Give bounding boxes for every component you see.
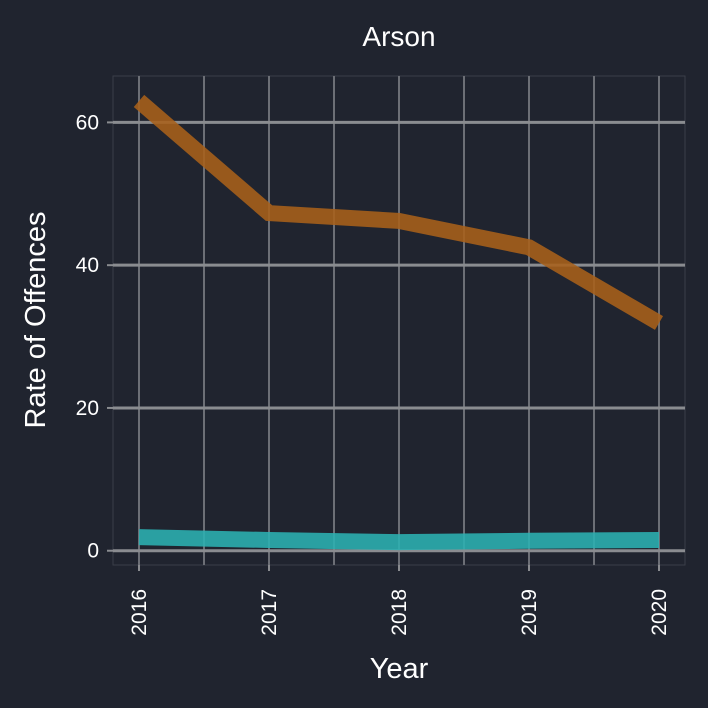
gridlines (113, 76, 685, 565)
y-axis-title: Rate of Offences (20, 211, 52, 428)
y-tick-label: 40 (76, 254, 99, 277)
x-axis-title: Year (370, 653, 429, 685)
x-axis-ticks: 2016 2017 2018 2019 2020 (128, 565, 671, 636)
y-axis-ticks: 0 20 40 60 (76, 111, 113, 563)
x-tick-label: 2020 (648, 589, 671, 636)
y-tick-label: 0 (87, 540, 99, 563)
x-tick-label: 2017 (258, 589, 281, 636)
series-line-2 (138, 529, 660, 551)
chart-title: Arson (362, 21, 435, 52)
series-layer (133, 94, 664, 551)
series-line-1 (133, 94, 664, 330)
y-tick-label: 20 (76, 397, 99, 420)
x-tick-label: 2019 (518, 589, 541, 636)
x-tick-label: 2016 (128, 589, 151, 636)
y-tick-label: 60 (76, 111, 99, 134)
x-tick-label: 2018 (388, 589, 411, 636)
